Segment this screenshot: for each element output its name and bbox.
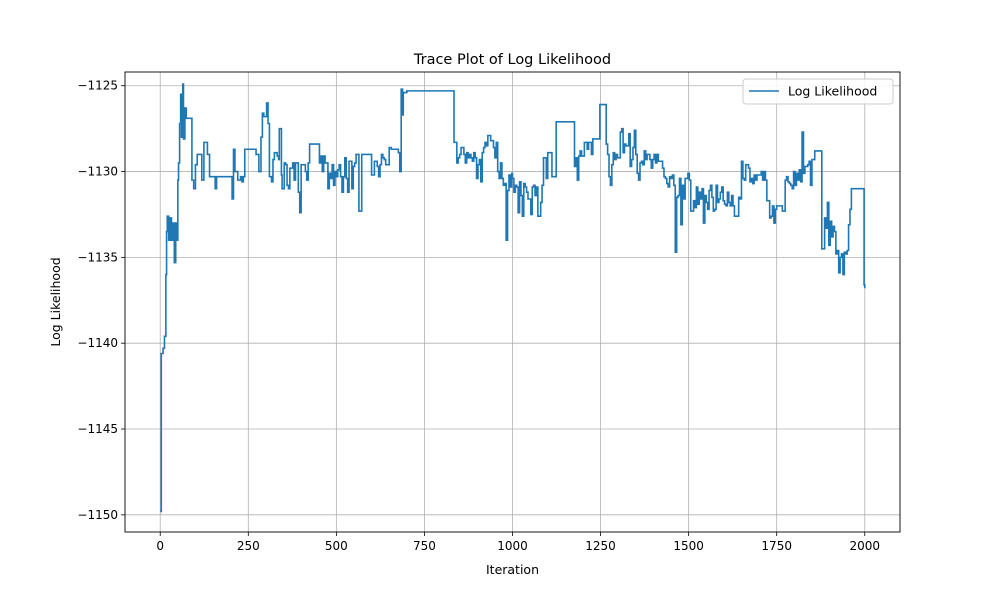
x-tick-label: 1000: [497, 539, 528, 553]
x-tick-label: 1250: [585, 539, 616, 553]
legend-box: [742, 78, 894, 105]
y-tick-label: −1145: [77, 422, 118, 436]
x-tick-label: 500: [325, 539, 348, 553]
x-tick-label: 1500: [673, 539, 704, 553]
y-tick-label: −1130: [77, 165, 118, 179]
y-tick-label: −1135: [77, 250, 118, 264]
legend-entry-label: Log Likelihood: [788, 84, 877, 99]
y-tick-label: −1125: [77, 79, 118, 93]
y-axis-label: Log Likelihood: [48, 257, 63, 346]
x-tick-label: 2000: [849, 539, 880, 553]
series-layer: [160, 83, 866, 513]
y-tick-label: −1150: [77, 508, 118, 522]
grid-lines: [125, 72, 900, 532]
x-axis-label: Iteration: [486, 562, 539, 577]
x-tick-label: 250: [237, 539, 260, 553]
chart-title: Trace Plot of Log Likelihood: [413, 52, 611, 68]
x-tick-label: 0: [156, 539, 164, 553]
series-line-log-likelihood: [160, 83, 866, 513]
x-tick-label: 750: [413, 539, 436, 553]
legend: Log Likelihood: [742, 78, 894, 105]
x-tick-label: 1750: [761, 539, 792, 553]
axis-ticks: 0 250 500 750 1000 1250 1500 1750 2000 −1150 −1145…: [77, 79, 880, 553]
y-tick-label: −1140: [77, 336, 118, 350]
